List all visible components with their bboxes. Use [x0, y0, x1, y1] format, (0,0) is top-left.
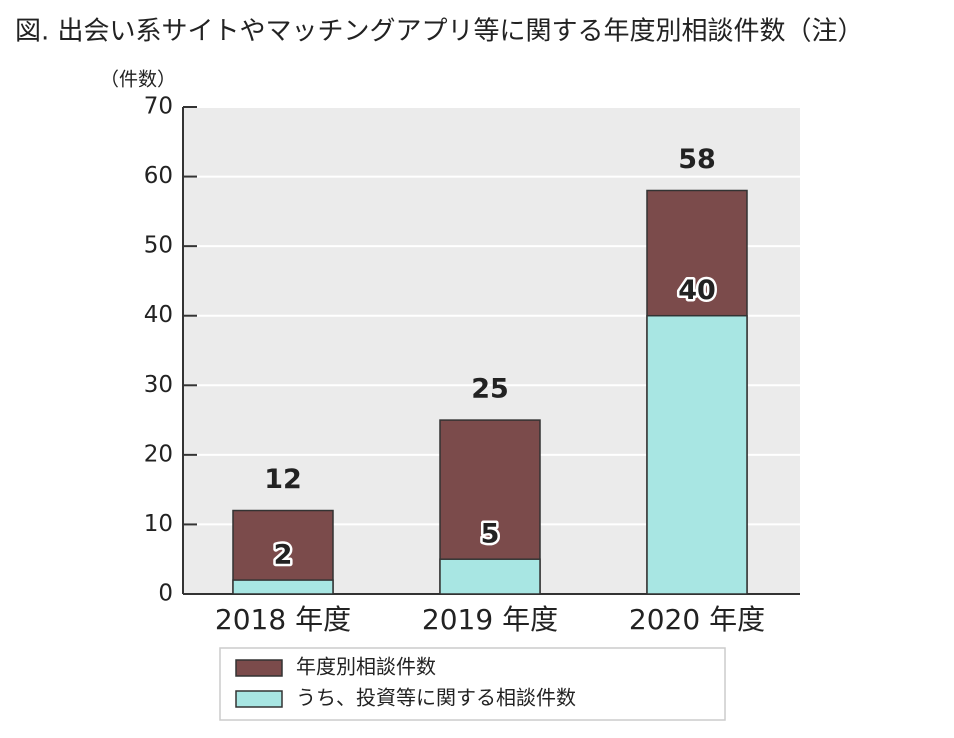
value-label: 12: [264, 464, 302, 495]
legend-label: 年度別相談件数: [296, 655, 436, 679]
y-tick-label: 70: [144, 94, 173, 120]
y-axis-label: （件数）: [100, 69, 176, 91]
value-label: 40: [678, 275, 716, 306]
bar: [439, 558, 541, 595]
legend-box: [219, 647, 726, 721]
legend-swatch: [235, 690, 283, 708]
x-tick-label: 2018 年度: [215, 603, 351, 636]
value-label: 2: [274, 540, 293, 571]
x-tick-label: 2019 年度: [422, 603, 558, 636]
y-tick-label: 0: [158, 581, 173, 607]
x-tick-label: 2020 年度: [629, 603, 765, 636]
y-tick-label: 40: [144, 302, 173, 328]
legend-swatch: [235, 659, 283, 677]
y-tick-label: 50: [144, 233, 173, 259]
value-label: 5: [481, 519, 500, 550]
y-tick-label: 20: [144, 441, 173, 467]
bar: [646, 314, 748, 595]
bar: [232, 579, 334, 595]
chart-title: 図. 出会い系サイトやマッチングアプリ等に関する年度別相談件数（注）: [15, 17, 864, 47]
y-tick-label: 60: [144, 163, 173, 189]
y-tick-label: 30: [144, 372, 173, 398]
value-label: 58: [678, 144, 716, 175]
legend-label: うち、投資等に関する相談件数: [296, 686, 576, 710]
value-label: 25: [471, 374, 509, 405]
y-tick-label: 10: [144, 511, 173, 537]
